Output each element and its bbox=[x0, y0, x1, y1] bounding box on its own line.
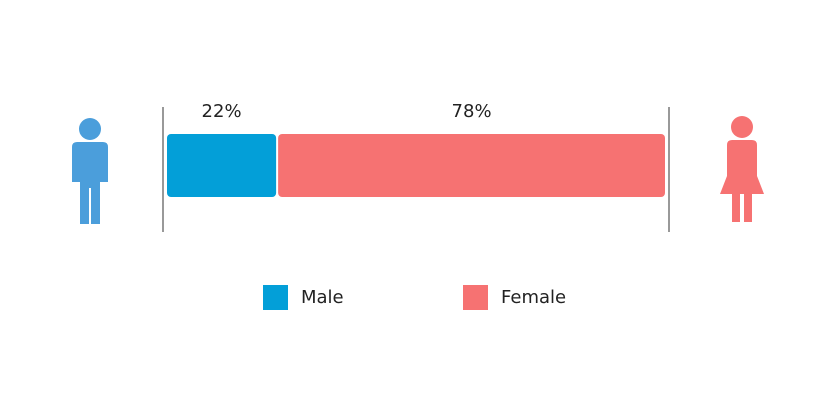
legend-label-female: Female bbox=[501, 287, 567, 308]
legend-item-female: Female bbox=[463, 285, 566, 310]
data-label-female: 78% bbox=[452, 101, 492, 122]
male-person-icon bbox=[72, 118, 108, 224]
data-label-male: 22% bbox=[202, 101, 242, 122]
legend-item-male: Male bbox=[263, 285, 344, 310]
legend-swatch-female bbox=[463, 285, 488, 310]
legend: Male Female bbox=[0, 285, 819, 311]
bar-segment-male bbox=[167, 134, 277, 197]
legend-label-male: Male bbox=[301, 287, 344, 308]
bar-segments bbox=[167, 134, 665, 197]
data-labels: 22% 78% bbox=[202, 101, 492, 122]
bar-segment-female bbox=[278, 134, 665, 197]
legend-swatch-male bbox=[263, 285, 288, 310]
female-person-icon bbox=[720, 116, 764, 222]
